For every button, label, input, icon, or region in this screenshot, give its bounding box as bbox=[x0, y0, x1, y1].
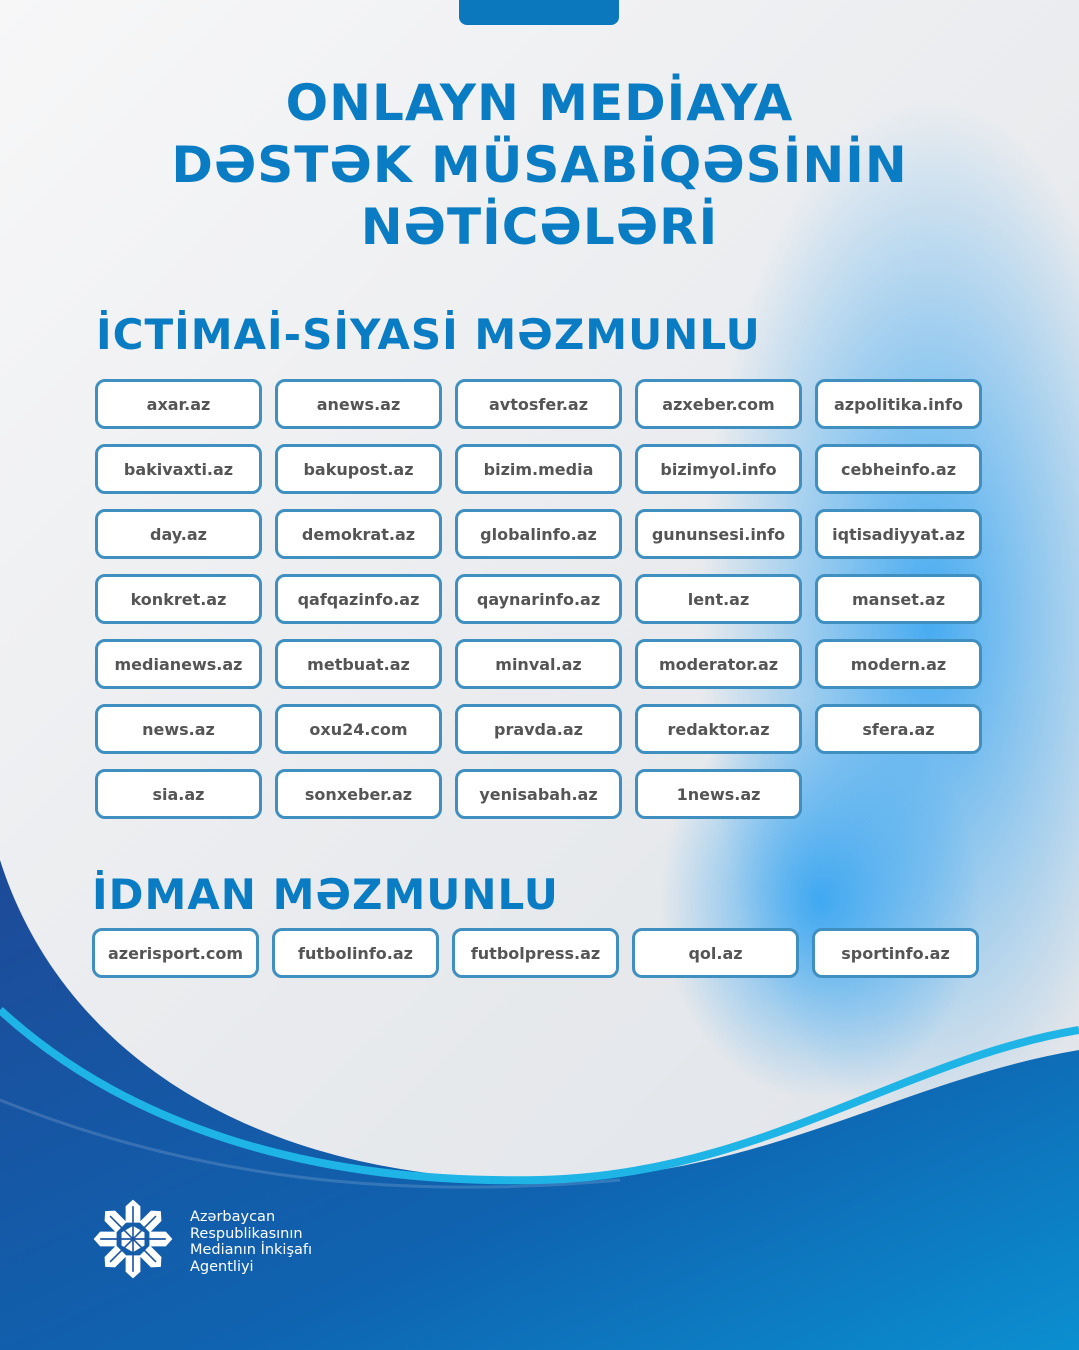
media-outlet-chip: konkret.az bbox=[95, 574, 262, 624]
media-outlet-chip: futbolpress.az bbox=[452, 928, 619, 978]
section-heading-social-political: İCTİMAİ-SİYASİ MƏZMUNLU bbox=[96, 310, 761, 359]
media-outlet-chip: iqtisadiyyat.az bbox=[815, 509, 982, 559]
agency-name-line: Respublikasının bbox=[190, 1225, 303, 1242]
media-outlet-chip: sia.az bbox=[95, 769, 262, 819]
title-line-1: ONLAYN MEDİAYA bbox=[285, 74, 794, 132]
media-outlet-chip: minval.az bbox=[455, 639, 622, 689]
top-tab bbox=[459, 0, 619, 25]
title-line-3: NƏTİCƏLƏRİ bbox=[360, 198, 719, 256]
media-outlet-chip: azxeber.com bbox=[635, 379, 802, 429]
media-outlet-chip: axar.az bbox=[95, 379, 262, 429]
media-outlet-chip: demokrat.az bbox=[275, 509, 442, 559]
agency-logo-icon bbox=[93, 1199, 173, 1279]
media-outlet-chip: anews.az bbox=[275, 379, 442, 429]
title-line-2: DƏSTƏK MÜSABİQƏSİNİN bbox=[171, 136, 908, 194]
media-outlet-chip: oxu24.com bbox=[275, 704, 442, 754]
media-outlet-chip: modern.az bbox=[815, 639, 982, 689]
media-outlet-chip: gununsesi.info bbox=[635, 509, 802, 559]
media-outlet-chip: cebheinfo.az bbox=[815, 444, 982, 494]
media-outlet-chip: lent.az bbox=[635, 574, 802, 624]
section-heading-sport: İDMAN MƏZMUNLU bbox=[92, 870, 559, 919]
media-outlet-chip: news.az bbox=[95, 704, 262, 754]
agency-name-line: Azərbaycan bbox=[190, 1209, 276, 1225]
page-title: ONLAYN MEDİAYA DƏSTƏK MÜSABİQƏSİNİN NƏTİ… bbox=[0, 72, 1079, 258]
media-outlet-chip: day.az bbox=[95, 509, 262, 559]
agency-name: Azərbaycan Respublikasının Medianın İnki… bbox=[190, 1209, 312, 1275]
media-outlet-chip: medianews.az bbox=[95, 639, 262, 689]
media-outlet-chip: globalinfo.az bbox=[455, 509, 622, 559]
media-outlet-chip: sfera.az bbox=[815, 704, 982, 754]
media-outlet-chip: qaynarinfo.az bbox=[455, 574, 622, 624]
agency-name-line: Agentliyi bbox=[190, 1258, 254, 1275]
media-outlet-chip: qafqazinfo.az bbox=[275, 574, 442, 624]
media-outlet-chip: bakupost.az bbox=[275, 444, 442, 494]
media-grid-sport: azerisport.com futbolinfo.az futbolpress.a… bbox=[92, 928, 979, 978]
media-outlet-chip: qol.az bbox=[632, 928, 799, 978]
media-outlet-chip: moderator.az bbox=[635, 639, 802, 689]
media-outlet-chip: yenisabah.az bbox=[455, 769, 622, 819]
media-outlet-chip: azerisport.com bbox=[92, 928, 259, 978]
media-outlet-chip: avtosfer.az bbox=[455, 379, 622, 429]
media-outlet-chip: futbolinfo.az bbox=[272, 928, 439, 978]
media-outlet-chip: sonxeber.az bbox=[275, 769, 442, 819]
media-outlet-chip: azpolitika.info bbox=[815, 379, 982, 429]
agency-name-line: Medianın İnkişafı bbox=[190, 1242, 313, 1258]
media-outlet-chip: metbuat.az bbox=[275, 639, 442, 689]
media-grid-social-political: axar.az anews.az avtosfer.az azxeber.com azp… bbox=[95, 379, 982, 819]
media-outlet-chip: bizim.media bbox=[455, 444, 622, 494]
media-outlet-chip: pravda.az bbox=[455, 704, 622, 754]
media-outlet-chip: bakivaxti.az bbox=[95, 444, 262, 494]
media-outlet-chip: redaktor.az bbox=[635, 704, 802, 754]
media-outlet-chip: 1news.az bbox=[635, 769, 802, 819]
media-outlet-chip: bizimyol.info bbox=[635, 444, 802, 494]
media-outlet-chip: manset.az bbox=[815, 574, 982, 624]
media-outlet-chip: sportinfo.az bbox=[812, 928, 979, 978]
